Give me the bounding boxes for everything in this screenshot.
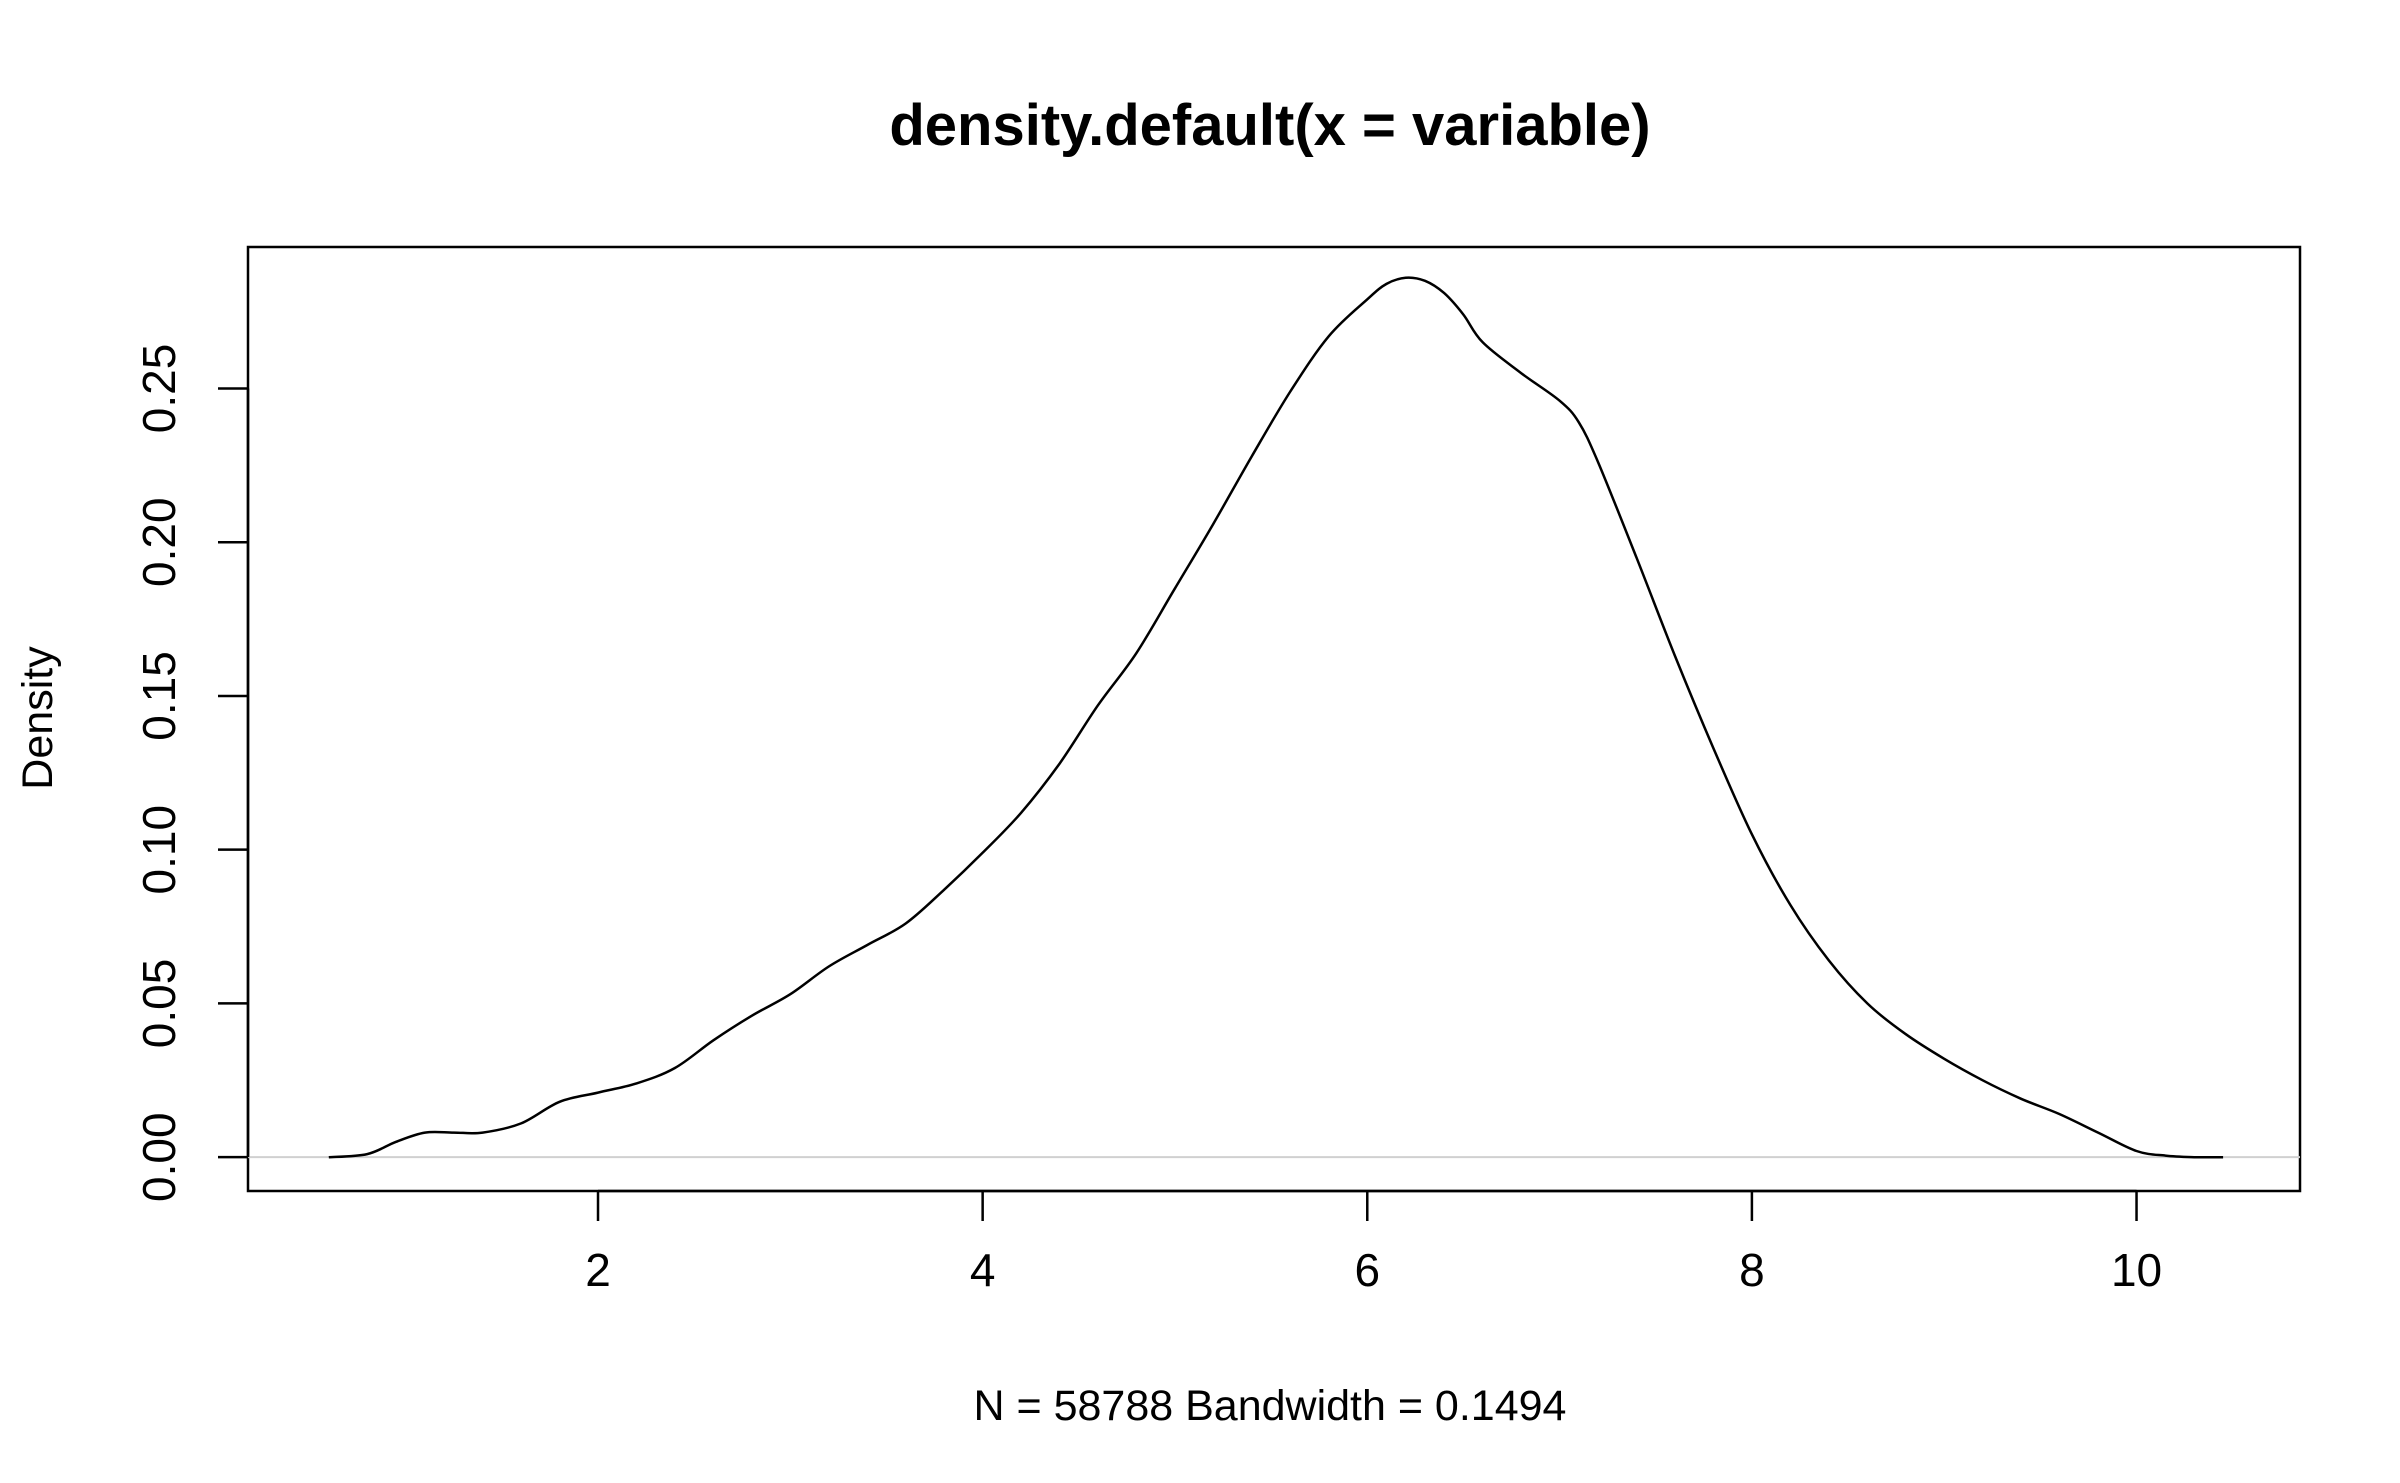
x-tick-label: 2 — [585, 1244, 611, 1296]
y-tick-label: 0.15 — [133, 651, 185, 741]
x-axis: 2 4 6 8 10 — [585, 1189, 2162, 1296]
y-tick-label: 0.10 — [133, 805, 185, 895]
x-tick-label: 4 — [970, 1244, 996, 1296]
x-tick-label: 10 — [2111, 1244, 2162, 1296]
y-tick-label: 0.05 — [133, 959, 185, 1049]
y-tick-label: 0.20 — [133, 497, 185, 587]
x-axis-label: N = 58788 Bandwidth = 0.1494 — [974, 1382, 1567, 1430]
density-curve — [328, 276, 2224, 1159]
y-tick-label: 0.00 — [133, 1112, 185, 1202]
y-axis-label: Density — [14, 646, 62, 790]
x-tick-label: 8 — [1739, 1244, 1765, 1296]
y-axis: 0.00 0.05 0.10 0.15 0.20 0.25 — [133, 344, 250, 1202]
y-tick-label: 0.25 — [133, 344, 185, 434]
chart-title: density.default(x = variable) — [889, 93, 1650, 158]
x-tick-label: 6 — [1354, 1244, 1380, 1296]
plot-frame — [246, 245, 2302, 1193]
